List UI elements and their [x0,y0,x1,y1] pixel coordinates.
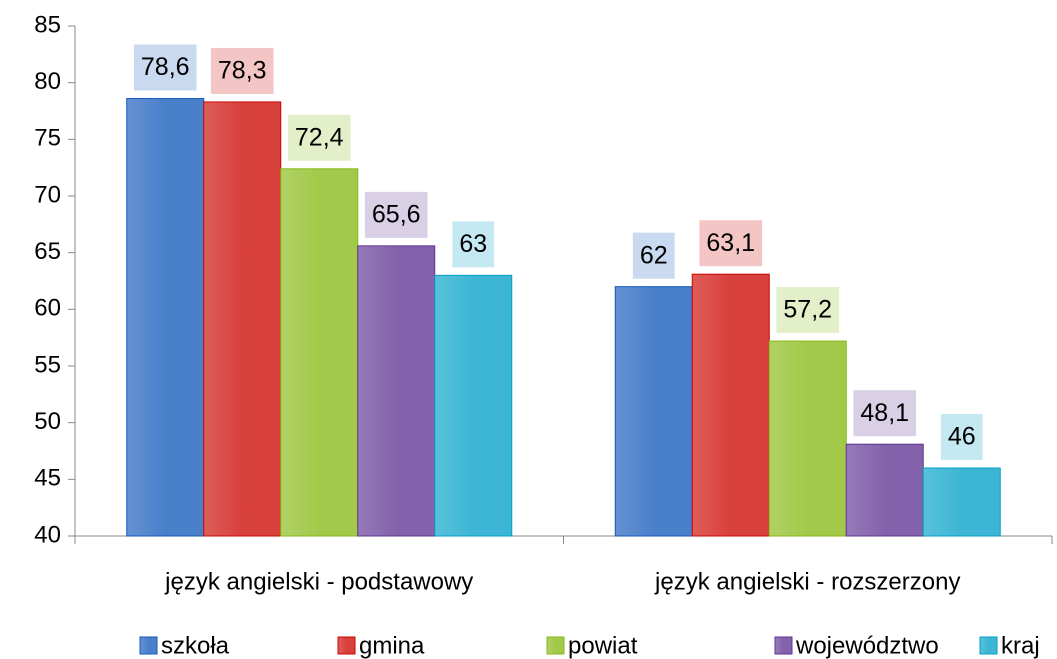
value-label: 48,1 [860,399,909,427]
value-label-box [287,114,351,161]
y-tick-label: 40 [34,521,61,548]
value-label-box [699,220,763,267]
bar [922,467,1001,537]
legend-swatch [979,636,998,655]
value-label: 63,1 [706,229,755,257]
x-tick-label: język angielski - podstawowy [164,568,473,595]
y-tick-label: 45 [34,465,61,492]
y-tick-label: 80 [34,68,61,95]
value-label-box [632,232,675,279]
legend-label: powiat [568,632,638,659]
legend-label: województwo [795,632,939,659]
bar [691,273,770,537]
y-tick-label: 60 [34,295,61,322]
bar [768,340,847,537]
value-label-box [853,390,917,437]
value-label: 46 [948,423,976,451]
legend-label: szkoła [161,632,230,659]
bar [126,98,205,537]
value-label-box [452,221,495,268]
legend-swatch [774,636,793,655]
value-label: 63 [459,230,487,258]
value-label: 78,3 [218,57,267,85]
bar [280,168,359,537]
y-tick-label: 65 [34,238,61,265]
legend-swatch [337,636,356,655]
value-label: 78,6 [141,53,190,81]
bar [845,443,924,537]
value-label-box [133,44,197,91]
y-tick-label: 50 [34,408,61,435]
bar [203,101,282,537]
value-label: 72,4 [295,123,344,151]
value-label: 65,6 [372,200,421,228]
value-label-box [210,47,274,94]
y-tick-label: 85 [34,11,61,38]
value-label: 57,2 [783,296,832,324]
value-label: 62 [640,241,668,269]
y-tick-label: 55 [34,351,61,378]
y-tick-label: 70 [34,181,61,208]
value-label-box [940,414,983,460]
legend-swatch [139,636,158,655]
legend-swatch [546,636,565,655]
value-label-box [776,287,840,334]
legend-label: kraj [1001,632,1040,659]
bar [434,274,513,537]
value-label-box [364,191,428,238]
bar [357,245,436,537]
x-tick-label: język angielski - rozszerzony [654,568,960,595]
bar [614,286,693,537]
y-tick-label: 75 [34,125,61,152]
legend-label: gmina [359,632,425,659]
